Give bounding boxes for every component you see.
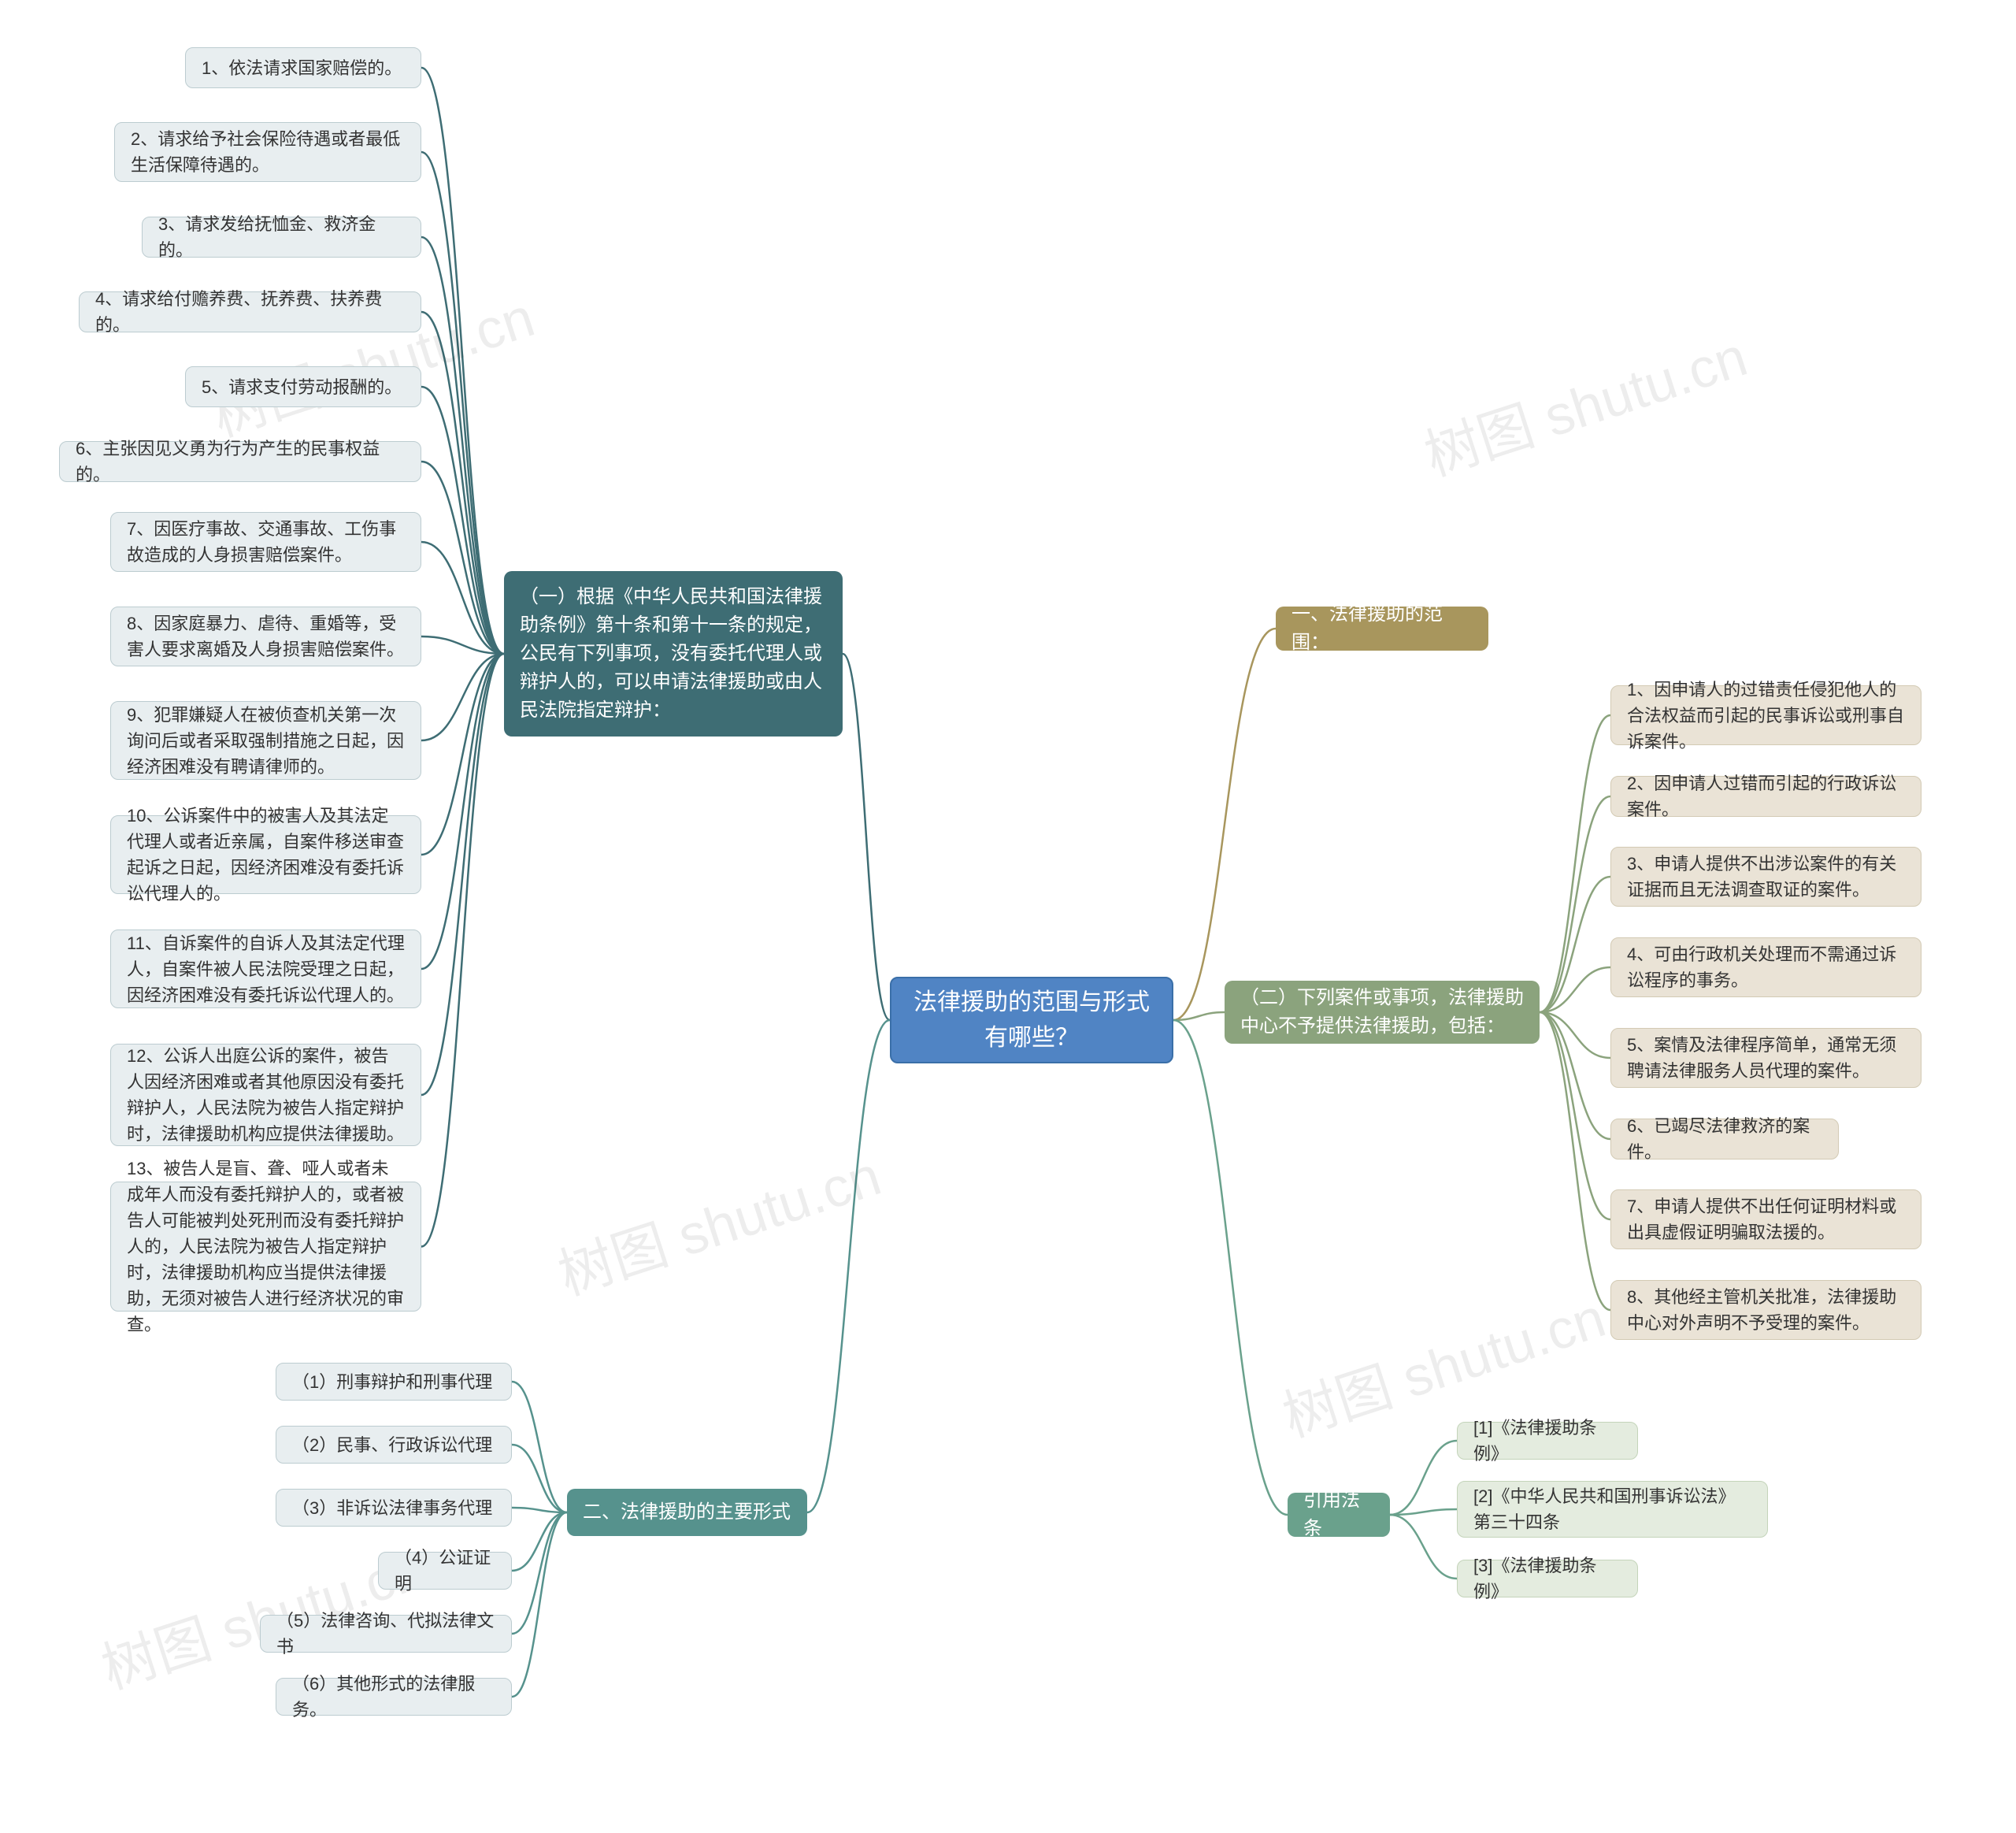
leaf-A-4[interactable]: 5、请求支付劳动报酬的。: [185, 366, 421, 407]
branch-D[interactable]: （二）下列案件或事项，法律援助中心不予提供法律援助，包括：: [1225, 981, 1540, 1044]
leaf-E-2[interactable]: [3]《法律援助条例》: [1457, 1560, 1638, 1597]
leaf-B-4[interactable]: （5）法律咨询、代拟法律文书: [260, 1615, 512, 1653]
watermark: 树图 shutu.cn: [1414, 313, 1756, 492]
leaf-A-12[interactable]: 13、被告人是盲、聋、哑人或者未成年人而没有委托辩护人的，或者被告人可能被判处死…: [110, 1182, 421, 1312]
leaf-D-7[interactable]: 8、其他经主管机关批准，法律援助中心对外声明不予受理的案件。: [1610, 1280, 1922, 1340]
leaf-A-7[interactable]: 8、因家庭暴力、虐待、重婚等，受害人要求离婚及人身损害赔偿案件。: [110, 607, 421, 666]
leaf-E-1[interactable]: [2]《中华人民共和国刑事诉讼法》第三十四条: [1457, 1481, 1768, 1538]
leaf-A-10[interactable]: 11、自诉案件的自诉人及其法定代理人，自案件被人民法院受理之日起，因经济困难没有…: [110, 929, 421, 1008]
leaf-A-1[interactable]: 2、请求给予社会保险待遇或者最低生活保障待遇的。: [114, 122, 421, 182]
leaf-A-2[interactable]: 3、请求发给抚恤金、救济金的。: [142, 217, 421, 258]
leaf-D-5[interactable]: 6、已竭尽法律救济的案件。: [1610, 1119, 1839, 1160]
leaf-A-8[interactable]: 9、犯罪嫌疑人在被侦查机关第一次询问后或者采取强制措施之日起，因经济困难没有聘请…: [110, 701, 421, 780]
leaf-D-0[interactable]: 1、因申请人的过错责任侵犯他人的合法权益而引起的民事诉讼或刑事自诉案件。: [1610, 685, 1922, 745]
leaf-B-2[interactable]: （3）非诉讼法律事务代理: [276, 1489, 512, 1527]
connector-layer: [0, 0, 2016, 1833]
leaf-B-0[interactable]: （1）刑事辩护和刑事代理: [276, 1363, 512, 1401]
leaf-A-3[interactable]: 4、请求给付赡养费、抚养费、扶养费的。: [79, 291, 421, 332]
leaf-E-0[interactable]: [1]《法律援助条例》: [1457, 1422, 1638, 1460]
leaf-B-5[interactable]: （6）其他形式的法律服务。: [276, 1678, 512, 1716]
branch-B[interactable]: 二、法律援助的主要形式: [567, 1489, 807, 1536]
branch-A[interactable]: （一）根据《中华人民共和国法律援助条例》第十条和第十一条的规定，公民有下列事项，…: [504, 571, 843, 737]
leaf-D-6[interactable]: 7、申请人提供不出任何证明材料或出具虚假证明骗取法援的。: [1610, 1189, 1922, 1249]
leaf-A-6[interactable]: 7、因医疗事故、交通事故、工伤事故造成的人身损害赔偿案件。: [110, 512, 421, 572]
root-node[interactable]: 法律援助的范围与形式有哪些？: [890, 977, 1173, 1063]
leaf-A-0[interactable]: 1、依法请求国家赔偿的。: [185, 47, 421, 88]
leaf-D-3[interactable]: 4、可由行政机关处理而不需通过诉讼程序的事务。: [1610, 937, 1922, 997]
leaf-A-11[interactable]: 12、公诉人出庭公诉的案件，被告人因经济困难或者其他原因没有委托辩护人，人民法院…: [110, 1044, 421, 1146]
watermark: 树图 shutu.cn: [547, 1132, 890, 1311]
leaf-D-1[interactable]: 2、因申请人过错而引起的行政诉讼案件。: [1610, 776, 1922, 817]
leaf-D-4[interactable]: 5、案情及法律程序简单，通常无须聘请法律服务人员代理的案件。: [1610, 1028, 1922, 1088]
branch-C[interactable]: 一、法律援助的范围：: [1276, 607, 1488, 651]
leaf-B-1[interactable]: （2）民事、行政诉讼代理: [276, 1426, 512, 1464]
leaf-D-2[interactable]: 3、申请人提供不出涉讼案件的有关证据而且无法调查取证的案件。: [1610, 847, 1922, 907]
leaf-A-9[interactable]: 10、公诉案件中的被害人及其法定代理人或者近亲属，自案件移送审查起诉之日起，因经…: [110, 815, 421, 894]
leaf-A-5[interactable]: 6、主张因见义勇为行为产生的民事权益的。: [59, 441, 421, 482]
leaf-B-3[interactable]: （4）公证证明: [378, 1552, 512, 1590]
branch-E[interactable]: 引用法条: [1288, 1493, 1390, 1537]
